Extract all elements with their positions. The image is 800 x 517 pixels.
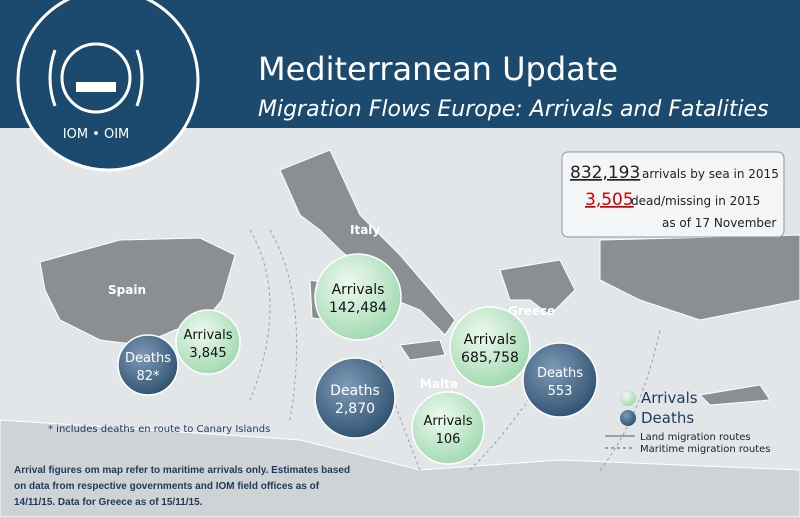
bubble-label: Arrivals xyxy=(332,282,385,298)
bubble-label: Arrivals xyxy=(183,328,232,343)
bubble-value: 82* xyxy=(136,369,160,384)
bubble-value: 142,484 xyxy=(329,300,387,316)
country-label: Malta xyxy=(420,377,458,391)
stats-date: as of 17 November xyxy=(662,216,776,230)
legend-maritime: Maritime migration routes xyxy=(640,444,771,455)
title: Mediterranean Update xyxy=(258,50,618,88)
bubble-value: 3,845 xyxy=(189,346,226,361)
footnote: * includes deaths en route to Canary Isl… xyxy=(48,424,270,435)
legend-deaths: Deaths xyxy=(641,409,694,427)
bubble-value: 553 xyxy=(548,384,573,399)
arrivals-bubble xyxy=(314,253,402,341)
bubble-value: 685,758 xyxy=(461,350,519,366)
subtitle: Migration Flows Europe: Arrivals and Fat… xyxy=(258,97,769,122)
arrivals-text: arrivals by sea in 2015 xyxy=(642,167,779,181)
bubble-label: Deaths xyxy=(330,383,380,399)
logo-text: IOM • OIM xyxy=(63,127,130,142)
arrivals-number: 832,193 xyxy=(570,163,640,183)
deaths-bubble xyxy=(522,342,598,418)
logo-laurel xyxy=(48,49,144,107)
legend-land: Land migration routes xyxy=(640,432,751,443)
bubble-label: Arrivals xyxy=(464,332,517,348)
bubble-label: Deaths xyxy=(537,366,583,381)
dead-text: dead/missing in 2015 xyxy=(631,194,760,208)
legend-deaths-swatch xyxy=(620,410,636,426)
deaths-bubble xyxy=(117,334,179,396)
logo-figures xyxy=(76,82,116,92)
bubble-label: Arrivals xyxy=(423,414,472,429)
note: Arrival figures om map refer to maritime… xyxy=(14,465,351,508)
legend-arrivals: Arrivals xyxy=(641,389,698,407)
country-label: Greece xyxy=(508,304,555,318)
dead-number: 3,505 xyxy=(585,190,634,210)
arrivals-bubble xyxy=(411,391,485,465)
bubble-value: 2,870 xyxy=(335,401,375,417)
country-label: Italy xyxy=(350,223,380,237)
arrivals-bubble xyxy=(175,309,241,375)
legend-arrivals-swatch xyxy=(620,390,636,406)
deaths-bubble xyxy=(314,357,396,439)
country-label: Spain xyxy=(108,283,146,297)
arrivals-bubble xyxy=(449,306,531,388)
bubble-value: 106 xyxy=(436,432,461,447)
stats-box xyxy=(561,151,785,238)
bubble-label: Deaths xyxy=(125,351,171,366)
logo-globe xyxy=(60,42,132,114)
